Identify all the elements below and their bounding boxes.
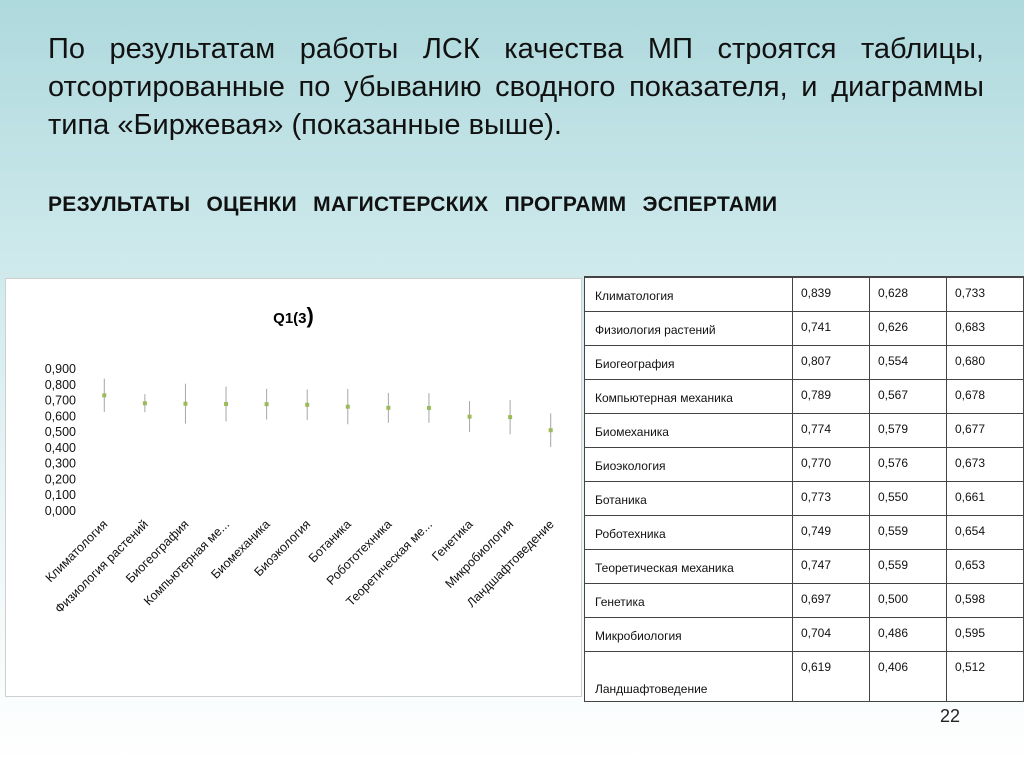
program-name-cell: Биоэкология: [584, 446, 793, 482]
y-tick-label: 0,800: [45, 378, 76, 392]
program-name-cell: Теоретическая механика: [584, 548, 793, 584]
close-marker: [102, 393, 107, 398]
program-name-cell: Генетика: [584, 582, 793, 618]
close-marker: [264, 402, 269, 407]
value-max-cell: 0,749: [792, 514, 870, 550]
value-summary-cell: 0,680: [946, 344, 1024, 380]
table-row: Климатология 0,839 0,628 0,733: [584, 276, 1024, 312]
close-marker: [142, 401, 147, 406]
chart-title: Q1(3): [6, 303, 581, 329]
program-name-cell: Ландшафтоведение: [584, 650, 793, 702]
table-row: Генетика 0,697 0,500 0,598: [584, 582, 1024, 618]
close-marker: [548, 428, 553, 433]
table-row: Биоэкология 0,770 0,576 0,673: [584, 446, 1024, 482]
y-tick-label: 0,100: [45, 488, 76, 502]
value-summary-cell: 0,598: [946, 582, 1024, 618]
table-row: Физиология растений 0,741 0,626 0,683: [584, 310, 1024, 346]
program-name-cell: Микробиология: [584, 616, 793, 652]
value-min-cell: 0,559: [869, 514, 947, 550]
close-marker: [386, 405, 391, 410]
table-row: Биогеография 0,807 0,554 0,680: [584, 344, 1024, 380]
value-max-cell: 0,807: [792, 344, 870, 380]
program-name-cell: Компьютерная механика: [584, 378, 793, 414]
value-max-cell: 0,839: [792, 276, 870, 312]
slide-number: 22: [940, 706, 961, 726]
y-tick-label: 0,000: [45, 504, 76, 518]
table-row: Ботаника 0,773 0,550 0,661: [584, 480, 1024, 516]
value-summary-cell: 0,653: [946, 548, 1024, 584]
value-min-cell: 0,626: [869, 310, 947, 346]
value-summary-cell: 0,733: [946, 276, 1024, 312]
value-min-cell: 0,486: [869, 616, 947, 652]
value-max-cell: 0,619: [792, 650, 870, 702]
value-summary-cell: 0,595: [946, 616, 1024, 652]
y-tick-label: 0,400: [45, 441, 76, 455]
value-max-cell: 0,773: [792, 480, 870, 516]
results-table: Климатология 0,839 0,628 0,733 Физиология ра…: [584, 276, 1024, 702]
close-marker: [183, 401, 188, 406]
value-max-cell: 0,774: [792, 412, 870, 448]
value-min-cell: 0,628: [869, 276, 947, 312]
close-marker: [305, 402, 310, 407]
table-row: Ландшафтоведение 0,619 0,406 0,512: [584, 650, 1024, 702]
value-summary-cell: 0,673: [946, 446, 1024, 482]
table-row: Теоретическая механика 0,747 0,559 0,653: [584, 548, 1024, 584]
stock-chart-panel: Q1(3) 0,000 0,100 0,200 0,300 0,400 0,500 0,60…: [5, 278, 582, 697]
y-tick-label: 0,300: [45, 457, 76, 471]
results-table-panel: Климатология 0,839 0,628 0,733 Физиология ра…: [584, 276, 1024, 702]
value-max-cell: 0,789: [792, 378, 870, 414]
value-max-cell: 0,704: [792, 616, 870, 652]
program-name-cell: Физиология растений: [584, 310, 793, 346]
program-name-cell: Биогеография: [584, 344, 793, 380]
close-marker: [224, 402, 229, 407]
value-min-cell: 0,554: [869, 344, 947, 380]
value-summary-cell: 0,683: [946, 310, 1024, 346]
y-tick-label: 0,600: [45, 409, 76, 423]
y-tick-label: 0,200: [45, 472, 76, 486]
value-min-cell: 0,550: [869, 480, 947, 516]
table-row: Микробиология 0,704 0,486 0,595: [584, 616, 1024, 652]
y-tick-label: 0,700: [45, 394, 76, 408]
program-name-cell: Ботаника: [584, 480, 793, 516]
value-min-cell: 0,406: [869, 650, 947, 702]
value-max-cell: 0,770: [792, 446, 870, 482]
program-name-cell: Климатология: [584, 276, 793, 312]
close-marker: [467, 414, 472, 419]
table-row: Компьютерная механика 0,789 0,567 0,678: [584, 378, 1024, 414]
value-max-cell: 0,747: [792, 548, 870, 584]
close-marker: [426, 405, 431, 410]
chart-title-paren: ): [306, 303, 314, 328]
value-summary-cell: 0,512: [946, 650, 1024, 702]
value-min-cell: 0,567: [869, 378, 947, 414]
value-summary-cell: 0,654: [946, 514, 1024, 550]
program-name-cell: Биомеханика: [584, 412, 793, 448]
value-min-cell: 0,579: [869, 412, 947, 448]
program-name-cell: Роботехника: [584, 514, 793, 550]
value-max-cell: 0,697: [792, 582, 870, 618]
value-max-cell: 0,741: [792, 310, 870, 346]
value-min-cell: 0,576: [869, 446, 947, 482]
intro-paragraph: По результатам работы ЛСК качества МП ст…: [48, 33, 984, 141]
close-marker: [345, 404, 350, 409]
section-heading: РЕЗУЛЬТАТЫ ОЦЕНКИ МАГИСТЕРСКИХ ПРОГРАММ …: [48, 193, 778, 216]
close-marker: [508, 415, 513, 420]
y-tick-label: 0,500: [45, 425, 76, 439]
y-tick-label: 0,900: [45, 362, 76, 376]
value-summary-cell: 0,661: [946, 480, 1024, 516]
table-row: Роботехника 0,749 0,559 0,654: [584, 514, 1024, 550]
chart-title-text: Q1(3: [273, 310, 307, 327]
value-summary-cell: 0,677: [946, 412, 1024, 448]
value-min-cell: 0,559: [869, 548, 947, 584]
table-row: Биомеханика 0,774 0,579 0,677: [584, 412, 1024, 448]
value-summary-cell: 0,678: [946, 378, 1024, 414]
value-min-cell: 0,500: [869, 582, 947, 618]
